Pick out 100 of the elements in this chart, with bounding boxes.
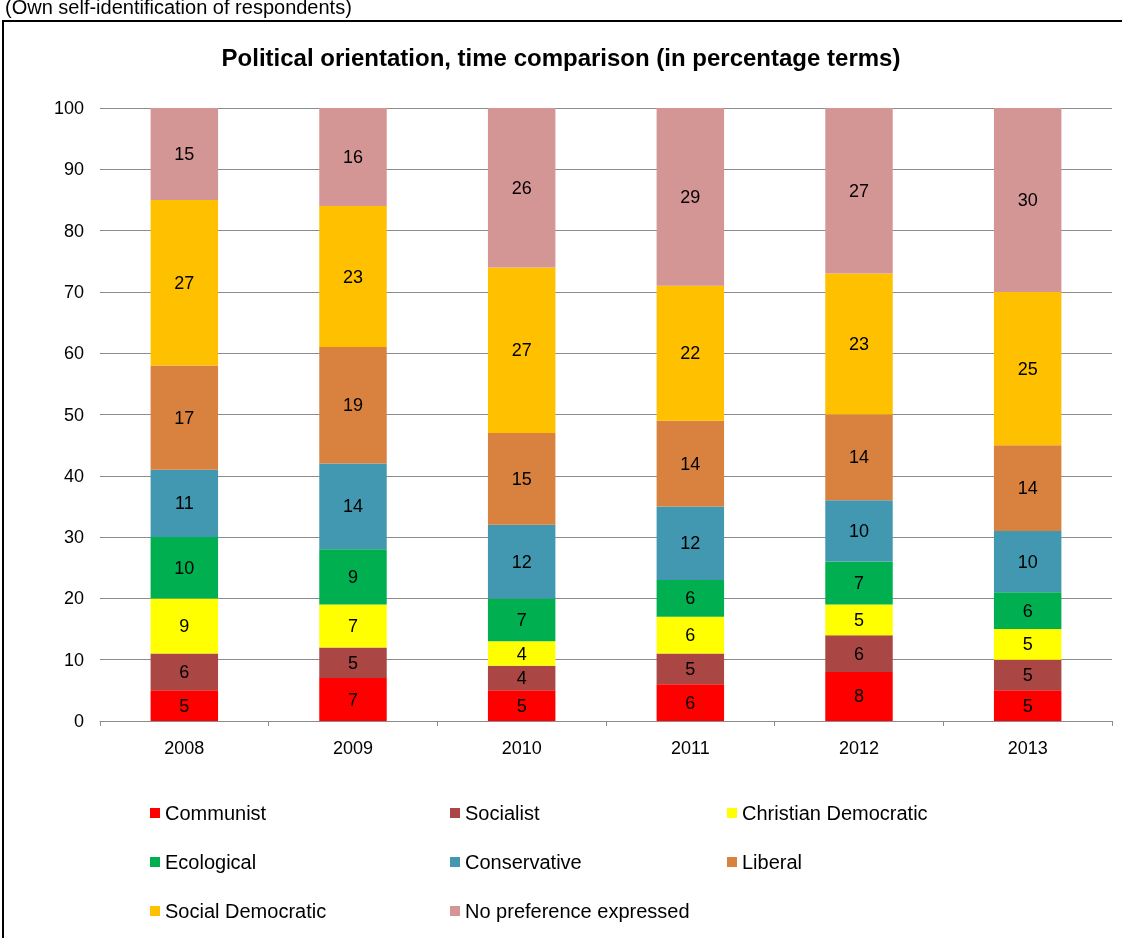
data-label: 6 [685, 692, 696, 713]
data-label: 6 [179, 661, 190, 682]
data-label: 6 [1022, 600, 1033, 621]
legend-label: Social Democratic [165, 900, 327, 922]
data-label: 30 [1017, 189, 1038, 210]
bar [993, 690, 1062, 721]
data-label: 11 [174, 493, 194, 514]
bar [656, 108, 725, 286]
data-label: 9 [347, 566, 359, 587]
data-label: 14 [342, 496, 364, 517]
bar [993, 291, 1062, 446]
data-label: 22 [680, 343, 701, 364]
data-label: 7 [853, 573, 865, 594]
data-label: 8 [853, 686, 865, 707]
bar [656, 653, 725, 685]
data-label: 29 [680, 186, 701, 207]
data-label: 17 [174, 407, 195, 428]
y-tick-label: 60 [63, 343, 84, 364]
y-tick-label: 70 [63, 281, 84, 302]
bar [993, 445, 1062, 531]
bar [487, 267, 556, 433]
bar [656, 506, 725, 581]
bar [825, 604, 893, 636]
bar [993, 659, 1062, 691]
y-tick-label: 0 [73, 711, 84, 731]
data-label: 14 [680, 453, 701, 474]
bar [150, 653, 219, 691]
bar [150, 690, 219, 721]
data-label: 5 [853, 609, 865, 630]
data-label: 14 [848, 447, 870, 468]
bar [656, 420, 725, 507]
bar [150, 469, 219, 538]
data-label: 9 [179, 615, 190, 636]
legend-label: Ecological [165, 851, 257, 873]
y-tick-label: 30 [63, 527, 84, 548]
bar [993, 629, 1062, 660]
bar [656, 684, 725, 721]
y-tick-label: 90 [63, 159, 84, 180]
y-tick-label: 100 [53, 98, 84, 118]
data-label: 12 [680, 533, 701, 554]
bar [487, 641, 556, 666]
data-label: 14 [1017, 478, 1038, 499]
bar [150, 365, 219, 470]
bar [319, 206, 387, 348]
data-label: 15 [174, 143, 195, 164]
data-label: 7 [347, 689, 359, 710]
data-label: 23 [848, 334, 870, 355]
data-label: 27 [511, 340, 532, 361]
bar [319, 108, 387, 207]
data-label: 5 [685, 658, 696, 679]
bar [150, 199, 219, 366]
bar [487, 665, 556, 691]
data-label: 23 [342, 266, 364, 287]
data-label: 5 [516, 695, 527, 716]
bar [825, 273, 893, 415]
y-tick-label: 50 [63, 404, 84, 425]
bar [487, 524, 556, 599]
bar [825, 414, 893, 501]
y-tick-label: 40 [63, 465, 84, 486]
data-label: 5 [1022, 665, 1033, 686]
data-label: 4 [516, 668, 527, 689]
bar [993, 530, 1062, 593]
bar [150, 108, 219, 200]
bar [656, 580, 725, 617]
data-label: 16 [342, 147, 364, 168]
legend-label: Liberal [742, 851, 803, 873]
data-label: 6 [685, 588, 696, 609]
data-label: 26 [511, 177, 532, 198]
chart-subtitle: (Own self-identification of respondents) [5, 0, 352, 18]
chart-title: Political orientation, time comparison (in percentage terms) [221, 43, 901, 71]
legend-label: No preference expressed [465, 900, 690, 922]
x-tick-label: 2011 [670, 738, 710, 758]
bar [319, 604, 387, 648]
legend-label: Communist [165, 802, 267, 824]
data-label: 5 [347, 652, 359, 673]
y-tick-label: 10 [63, 649, 84, 670]
data-label: 25 [1017, 358, 1038, 379]
bar [319, 463, 387, 550]
data-label: 4 [516, 643, 527, 664]
bar [487, 690, 556, 721]
bar [487, 432, 556, 525]
bar [487, 108, 556, 268]
legend-label: Conservative [465, 851, 582, 873]
x-tick-label: 2013 [1007, 738, 1048, 758]
data-label: 27 [848, 180, 870, 201]
bar [825, 671, 893, 721]
data-label: 10 [848, 520, 870, 541]
x-tick-label: 2009 [332, 738, 374, 758]
data-label: 27 [174, 272, 195, 293]
bar [825, 108, 893, 274]
bar [825, 500, 893, 562]
x-tick-label: 2010 [501, 738, 542, 758]
legend-label: Socialist [465, 802, 540, 824]
y-tick-label: 80 [63, 220, 84, 241]
bar [150, 598, 219, 654]
data-label: 10 [1017, 551, 1038, 572]
bar [150, 537, 219, 599]
x-tick-label: 2012 [838, 738, 880, 758]
bar [319, 647, 387, 679]
data-label: 10 [174, 557, 195, 578]
